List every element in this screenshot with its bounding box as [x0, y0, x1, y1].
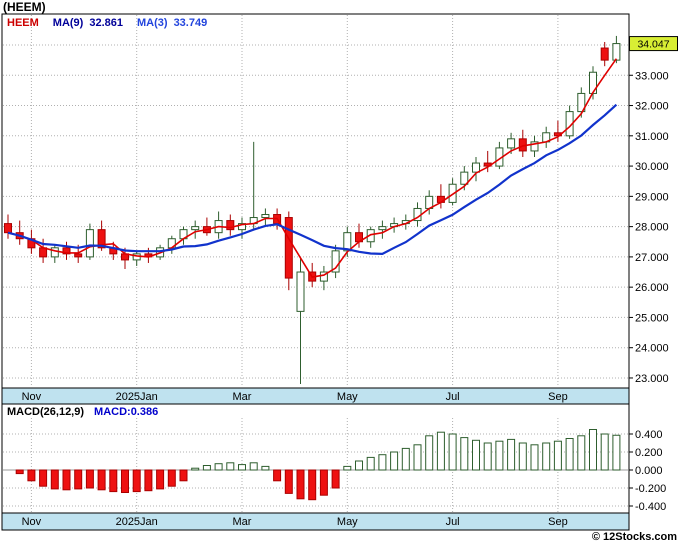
svg-text:2025Jan: 2025Jan — [116, 391, 158, 403]
macd-label: MACD(26,12,9) — [7, 406, 85, 418]
svg-text:33.000: 33.000 — [635, 70, 669, 82]
svg-text:28.000: 28.000 — [635, 222, 669, 234]
svg-text:-0.400: -0.400 — [635, 501, 666, 513]
svg-text:May: May — [337, 391, 358, 403]
price-legend: HEEM MA(9) 32.861 MA(3) 33.749 — [7, 17, 207, 29]
svg-text:Nov: Nov — [22, 391, 42, 403]
svg-text:24.000: 24.000 — [635, 343, 669, 355]
ma3-value: 33.749 — [173, 17, 208, 29]
svg-text:Mar: Mar — [233, 391, 252, 403]
chart-title: (HEEM) — [3, 0, 46, 14]
svg-text:2025Jan: 2025Jan — [116, 516, 158, 528]
svg-text:32.000: 32.000 — [635, 101, 669, 113]
svg-text:26.000: 26.000 — [635, 282, 669, 294]
svg-text:Mar: Mar — [233, 516, 252, 528]
svg-text:0.000: 0.000 — [635, 465, 663, 477]
svg-text:May: May — [337, 516, 358, 528]
svg-text:0.200: 0.200 — [635, 447, 663, 459]
ma9-label: MA(9) — [52, 17, 84, 29]
svg-text:30.000: 30.000 — [635, 161, 669, 173]
ma3-label: MA(3) — [137, 17, 168, 29]
svg-text:29.000: 29.000 — [635, 191, 669, 203]
svg-text:23.000: 23.000 — [635, 373, 669, 385]
svg-text:25.000: 25.000 — [635, 312, 669, 324]
svg-text:27.000: 27.000 — [635, 252, 669, 264]
svg-text:Nov: Nov — [22, 516, 42, 528]
svg-text:0.400: 0.400 — [635, 429, 663, 441]
macd-legend: MACD(26,12,9) MACD:0.386 — [7, 406, 158, 418]
copyright-link[interactable]: © 12Stocks.com — [591, 531, 677, 543]
macd-value: MACD:0.386 — [94, 406, 159, 418]
svg-text:Sep: Sep — [548, 516, 568, 528]
ma9-value: 32.861 — [89, 17, 123, 29]
svg-text:31.000: 31.000 — [635, 131, 669, 143]
svg-text:Sep: Sep — [548, 391, 568, 403]
svg-text:34.047: 34.047 — [637, 39, 669, 51]
svg-text:Jul: Jul — [446, 391, 460, 403]
series-label: HEEM — [7, 17, 39, 29]
svg-text:-0.200: -0.200 — [635, 483, 666, 495]
svg-text:Jul: Jul — [446, 516, 460, 528]
